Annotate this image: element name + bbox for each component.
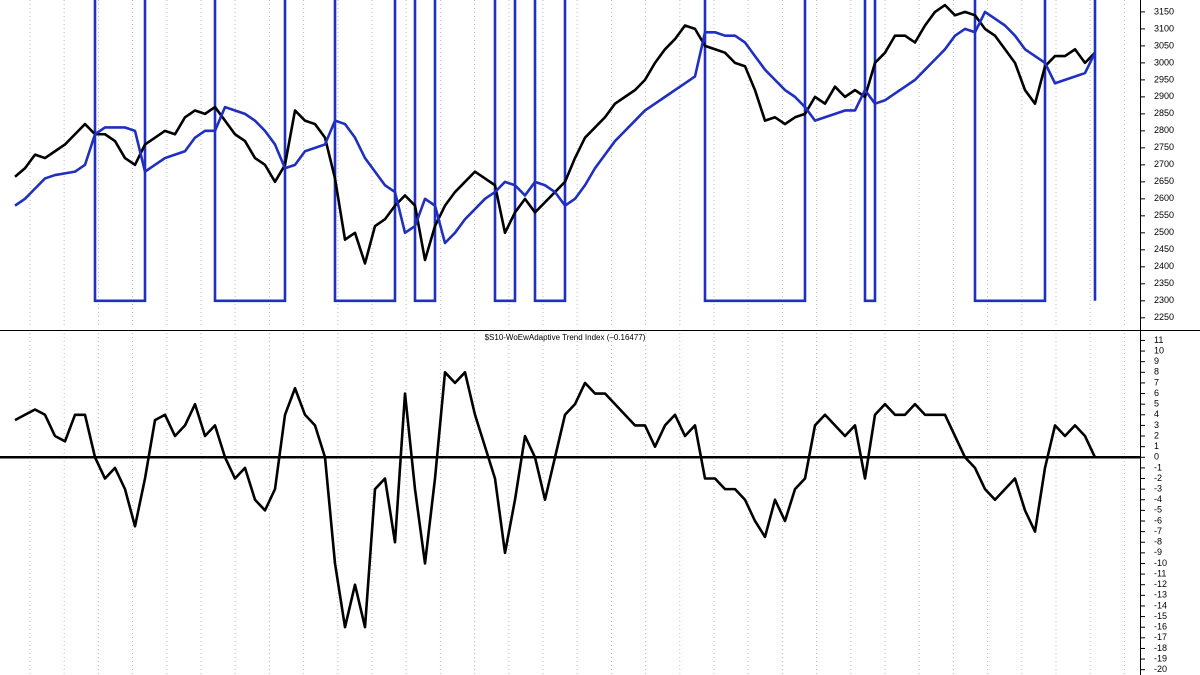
y-tick-label: 3050 — [1154, 40, 1174, 50]
signal-period — [493, 0, 517, 303]
y-tick-label: -8 — [1154, 537, 1162, 547]
y-tick-label: 2800 — [1154, 125, 1174, 135]
y-tick-label: 1 — [1154, 441, 1159, 451]
signal-period — [93, 0, 147, 303]
y-tick-label: 3000 — [1154, 57, 1174, 67]
signal-period — [973, 0, 1047, 303]
y-tick-label: -7 — [1154, 526, 1162, 536]
y-tick-label: 2700 — [1154, 159, 1174, 169]
y-tick-label: 2650 — [1154, 176, 1174, 186]
signal-period — [413, 0, 437, 303]
y-tick-label: 0 — [1154, 452, 1159, 462]
y-tick-label: -12 — [1154, 579, 1167, 589]
signal-period — [533, 0, 567, 303]
y-tick-label: -14 — [1154, 600, 1167, 610]
signal-period — [333, 0, 397, 303]
y-tick-label: 3100 — [1154, 23, 1174, 33]
signal-period — [863, 0, 877, 303]
y-tick-label: -9 — [1154, 547, 1162, 557]
y-tick-label: -11 — [1154, 568, 1166, 578]
y-tick-label: 2500 — [1154, 227, 1174, 237]
y-tick-label: -13 — [1154, 590, 1167, 600]
signal-period — [703, 0, 807, 303]
y-tick-label: 2300 — [1154, 295, 1174, 305]
y-tick-label: -20 — [1154, 664, 1167, 674]
y-tick-label: -6 — [1154, 515, 1162, 525]
y-tick-label: 8 — [1154, 367, 1159, 377]
y-tick-label: -18 — [1154, 643, 1167, 653]
y-tick-label: 11 — [1154, 335, 1163, 345]
y-tick-label: 2850 — [1154, 108, 1174, 118]
y-tick-label: 2450 — [1154, 244, 1174, 254]
y-tick-label: -4 — [1154, 494, 1162, 504]
y-tick-label: -1 — [1154, 462, 1162, 472]
y-tick-label: -19 — [1154, 653, 1167, 663]
y-tick-label: 2400 — [1154, 261, 1174, 271]
y-tick-label: 4 — [1154, 409, 1159, 419]
y-tick-label: 2750 — [1154, 142, 1174, 152]
y-tick-label: 2 — [1154, 430, 1159, 440]
signal-period — [213, 0, 287, 303]
y-tick-label: -2 — [1154, 473, 1162, 483]
y-tick-label: 2950 — [1154, 74, 1174, 84]
y-tick-label: -5 — [1154, 505, 1162, 515]
y-tick-label: 3150 — [1154, 6, 1174, 16]
price-line — [14, 10, 1097, 245]
y-tick-label: -10 — [1154, 558, 1167, 568]
price-line — [14, 370, 1097, 629]
y-tick-label: -15 — [1154, 611, 1167, 621]
y-tick-label: 2900 — [1154, 91, 1174, 101]
y-tick-label: 5 — [1154, 399, 1159, 409]
y-tick-label: 2550 — [1154, 210, 1174, 220]
y-tick-label: 2600 — [1154, 193, 1174, 203]
y-tick-label: 6 — [1154, 388, 1159, 398]
panel-title: $S10-WoEwAdaptive Trend Index (–0.16477) — [485, 333, 646, 342]
y-tick-label: 7 — [1154, 377, 1159, 387]
y-tick-label: 10 — [1154, 345, 1164, 355]
y-tick-label: 9 — [1154, 356, 1159, 366]
y-tick-label: 3 — [1154, 420, 1159, 430]
y-tick-label: 2250 — [1154, 312, 1174, 322]
y-tick-label: 2350 — [1154, 278, 1174, 288]
y-tick-label: -3 — [1154, 484, 1162, 494]
y-tick-label: -16 — [1154, 622, 1167, 632]
y-tick-label: -17 — [1154, 632, 1167, 642]
